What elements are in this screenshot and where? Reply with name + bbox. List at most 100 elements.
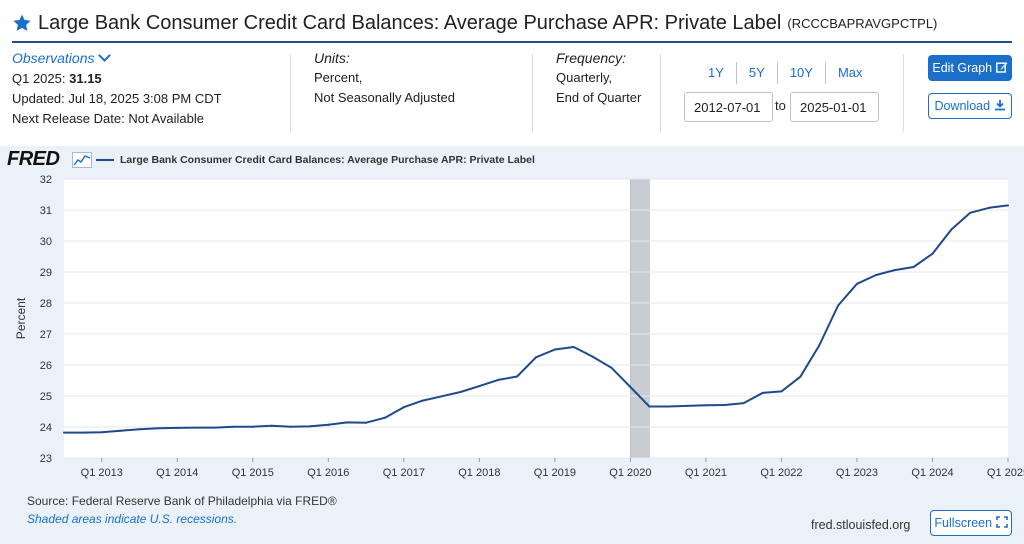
data-point <box>761 391 764 394</box>
range-1y-button[interactable]: 1Y <box>696 62 737 84</box>
units-label: Units: <box>314 50 350 66</box>
divider <box>532 54 533 132</box>
data-point <box>459 390 462 393</box>
data-point <box>214 426 217 429</box>
fullscreen-button[interactable]: Fullscreen <box>930 510 1012 536</box>
divider <box>290 54 291 132</box>
updated-text: Updated: Jul 18, 2025 3:08 PM CDT <box>12 91 222 106</box>
observations-dropdown[interactable]: Observations <box>12 48 287 69</box>
latest-value: 31.15 <box>69 71 102 86</box>
data-point <box>478 385 481 388</box>
y-tick-label: 32 <box>40 174 52 186</box>
data-point <box>516 375 519 378</box>
frequency-line1: Quarterly, <box>556 70 613 85</box>
edit-icon <box>995 62 1008 73</box>
download-icon <box>994 100 1005 111</box>
page-title: Large Bank Consumer Credit Card Balances… <box>38 11 782 34</box>
fullscreen-icon <box>995 516 1008 528</box>
download-button[interactable]: Download <box>928 93 1012 119</box>
latest-label: Q1 2025: <box>12 71 66 86</box>
range-5y-button[interactable]: 5Y <box>737 62 778 84</box>
x-tick-label: Q1 2013 <box>81 467 123 479</box>
start-date-input[interactable]: 2012-07-01 <box>684 92 773 122</box>
end-date-input[interactable]: 2025-01-01 <box>790 92 879 122</box>
data-point <box>629 386 632 389</box>
frequency-label: Frequency: <box>556 50 627 66</box>
data-point <box>440 395 443 398</box>
range-10y-button[interactable]: 10Y <box>778 62 826 84</box>
line-chart: 23 24 25 26 27 28 29 30 31 32 Q1 2013 Q1 2014 Q1 201… <box>14 174 1024 479</box>
range-max-button[interactable]: Max <box>837 65 863 80</box>
data-point <box>270 424 273 427</box>
plot-area <box>64 179 1008 458</box>
range-buttons: 1Y 5Y 10Y Max <box>696 62 875 84</box>
data-point <box>572 346 575 349</box>
y-tick-label: 25 <box>40 391 52 403</box>
frequency-line2: End of Quarter <box>556 90 642 105</box>
data-point <box>988 206 991 209</box>
x-tick-label: Q1 2015 <box>232 467 274 479</box>
x-tick-label: Q1 2014 <box>156 467 198 479</box>
fred-logo[interactable]: FRED <box>7 148 60 170</box>
data-point <box>497 378 500 381</box>
data-point <box>176 426 179 429</box>
x-tick-label: Q1 2016 <box>307 467 349 479</box>
legend-swatch <box>96 159 114 161</box>
recession-band <box>630 178 650 459</box>
next-release-text: Next Release Date: Not Available <box>12 111 204 126</box>
divider <box>903 54 904 132</box>
data-point <box>591 355 594 358</box>
edit-graph-label: Edit Graph <box>932 61 993 75</box>
y-tick-label: 30 <box>40 236 52 248</box>
y-tick-label: 31 <box>40 205 52 217</box>
series-id: (RCCCBAPRAVGPCTPL) <box>787 15 938 31</box>
data-point <box>969 211 972 214</box>
star-icon[interactable] <box>12 13 32 33</box>
data-point <box>723 403 726 406</box>
recession-note[interactable]: Shaded areas indicate U.S. recessions. <box>27 512 238 526</box>
data-point <box>119 429 122 432</box>
title-bar: Large Bank Consumer Credit Card Balances… <box>12 8 937 38</box>
y-tick-label: 27 <box>40 329 52 341</box>
x-tick-label: Q1 2017 <box>383 467 425 479</box>
data-point <box>837 304 840 307</box>
edit-graph-button[interactable]: Edit Graph <box>928 55 1012 81</box>
observations-link[interactable]: Observations <box>12 50 95 66</box>
data-point <box>893 269 896 272</box>
frequency-panel: Frequency: Quarterly, End of Quarter <box>556 48 656 134</box>
x-tick-label: Q1 2022 <box>760 467 802 479</box>
data-point <box>195 426 198 429</box>
data-point <box>63 431 65 434</box>
data-point <box>780 390 783 393</box>
data-point <box>874 274 877 277</box>
x-tick-label: Q1 2024 <box>911 467 953 479</box>
date-to-label: to <box>775 98 786 113</box>
y-axis-label: Percent <box>14 297 28 339</box>
chevron-down-icon[interactable] <box>98 49 112 62</box>
download-label: Download <box>934 99 991 113</box>
x-tick-label: Q1 2025 <box>987 467 1024 479</box>
data-point <box>818 344 821 347</box>
data-point <box>855 282 858 285</box>
y-tick-label: 23 <box>40 453 52 465</box>
data-point <box>365 421 368 424</box>
data-point <box>402 406 405 409</box>
data-point <box>1007 204 1009 207</box>
units-panel: Units: Percent, Not Seasonally Adjusted <box>314 48 524 134</box>
x-tick-label: Q1 2019 <box>534 467 576 479</box>
data-point <box>232 425 235 428</box>
units-line2: Not Seasonally Adjusted <box>314 90 455 105</box>
data-point <box>912 266 915 269</box>
data-point <box>931 252 934 255</box>
fred-chart-icon <box>72 152 92 168</box>
y-tick-label: 26 <box>40 360 52 372</box>
data-point <box>100 431 103 434</box>
title-divider <box>12 41 1012 43</box>
data-point <box>535 356 537 359</box>
x-tick-label: Q1 2020 <box>609 467 651 479</box>
source-text: Source: Federal Reserve Bank of Philadel… <box>27 494 337 508</box>
data-point <box>553 348 556 351</box>
data-point <box>648 405 651 408</box>
chart-legend: Large Bank Consumer Credit Card Balances… <box>96 154 535 166</box>
fred-url[interactable]: fred.stlouisfed.org <box>811 518 911 532</box>
